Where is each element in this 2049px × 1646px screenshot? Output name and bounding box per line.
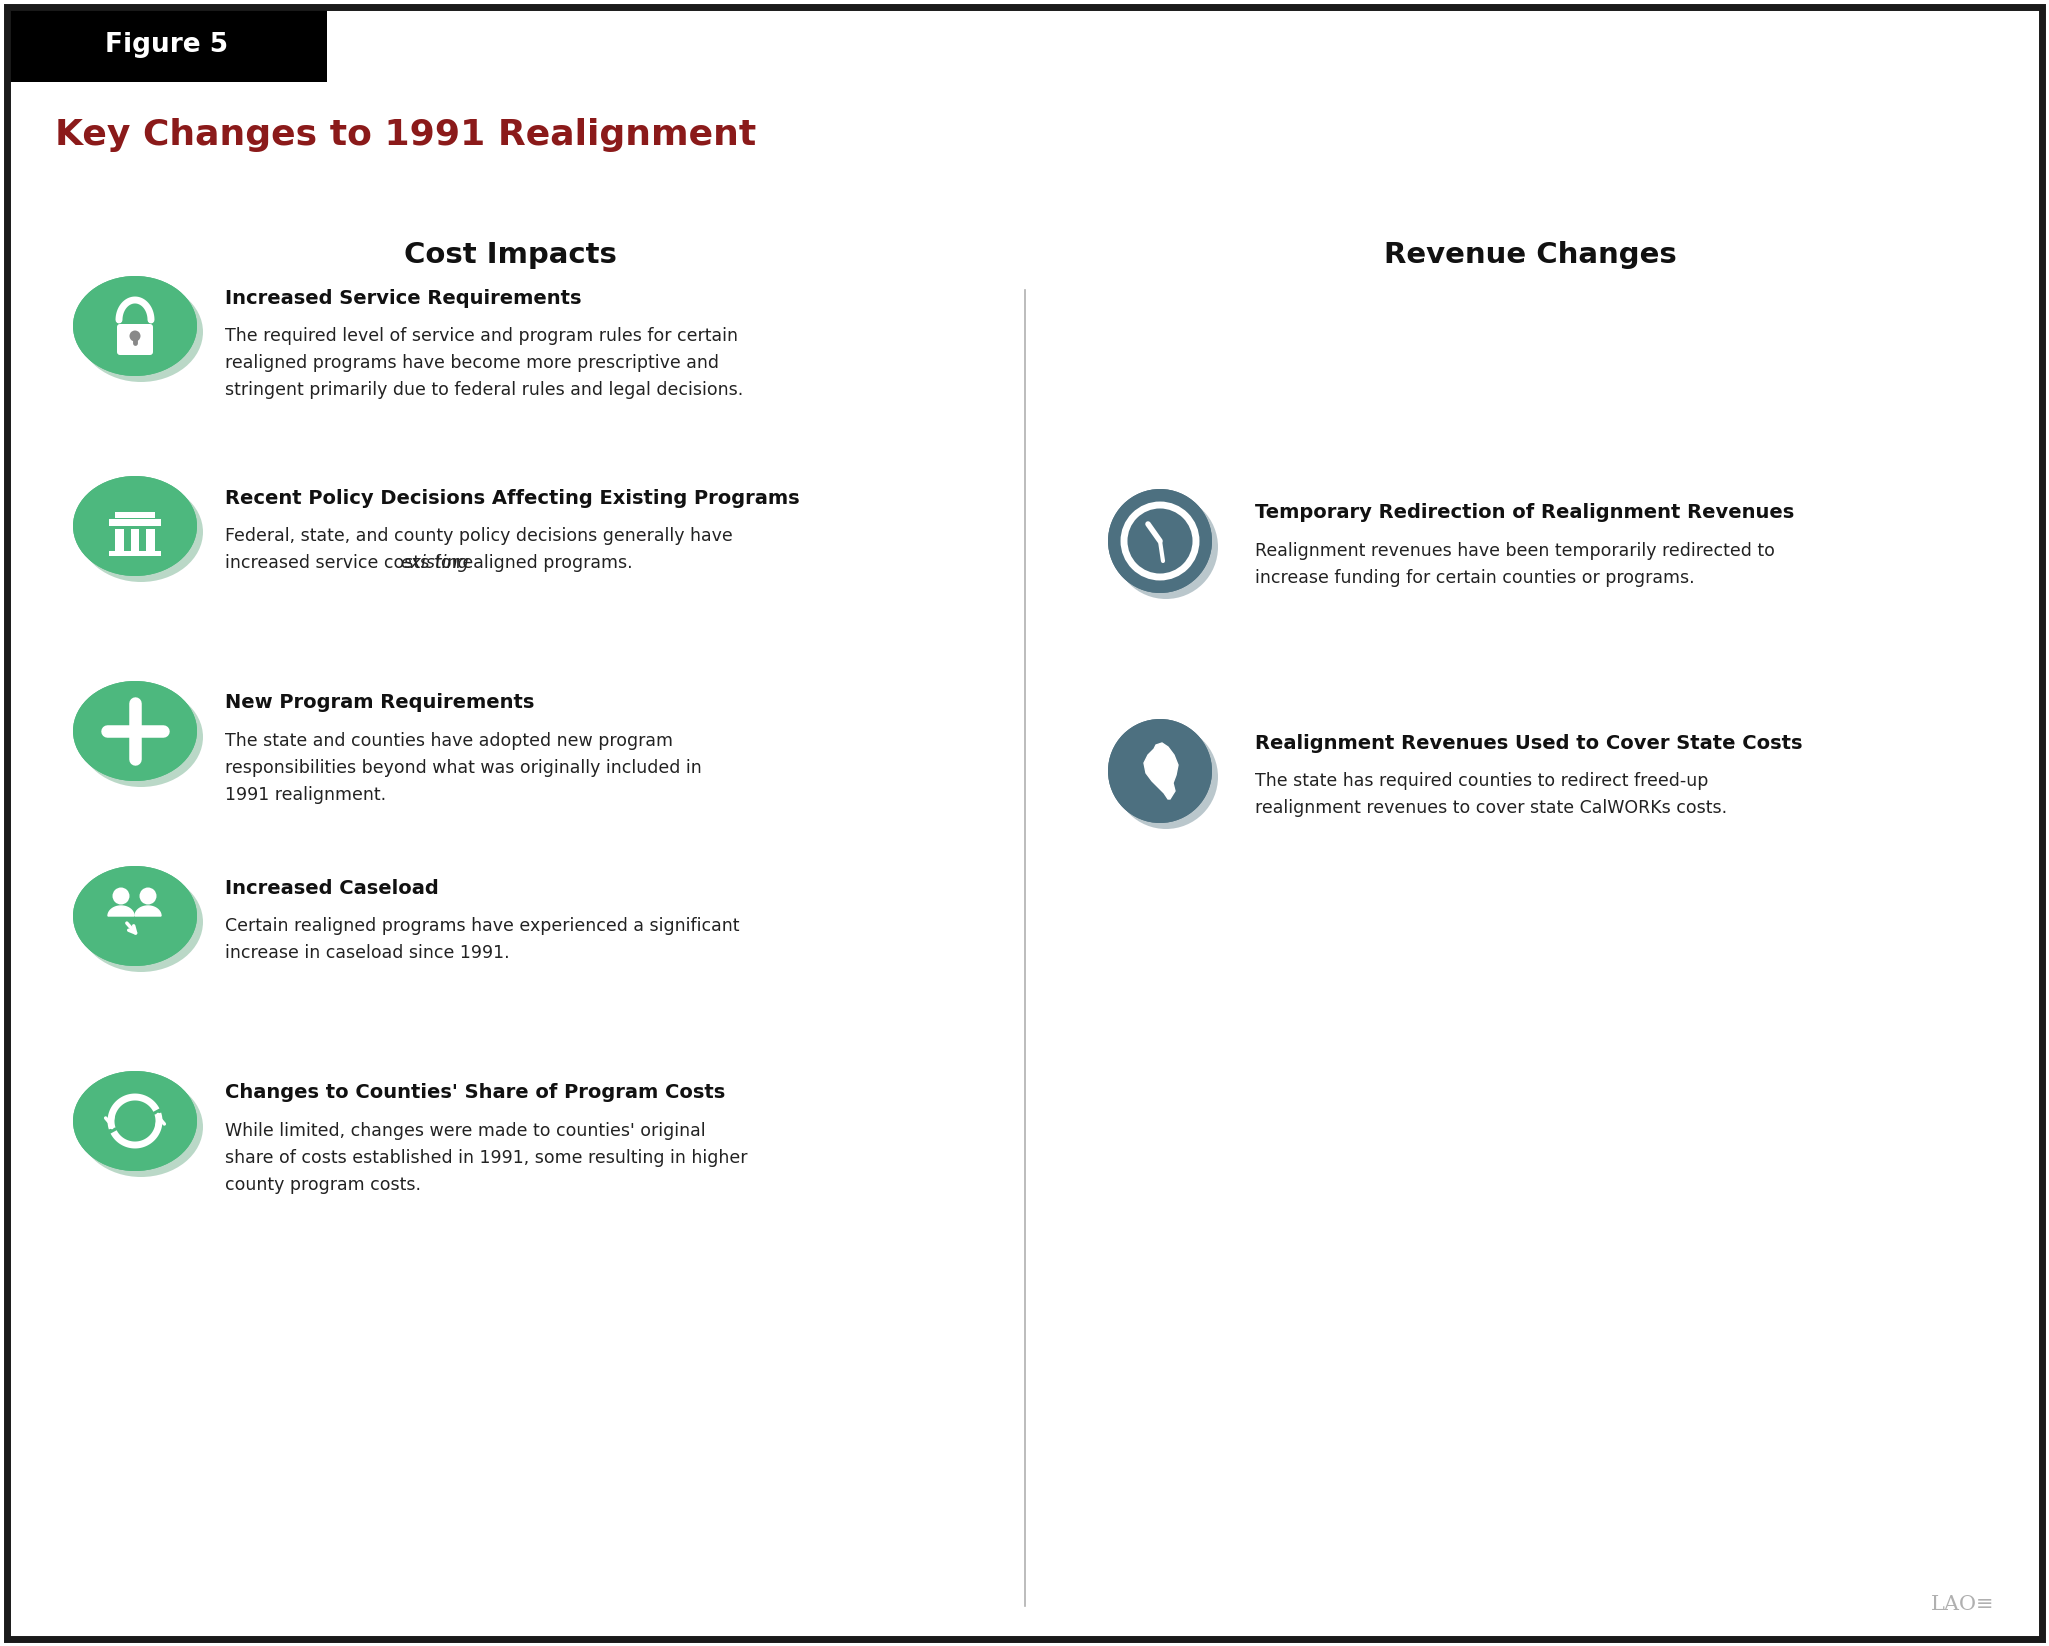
Ellipse shape xyxy=(74,476,197,576)
Ellipse shape xyxy=(74,1072,197,1170)
Text: The state and counties have adopted new program: The state and counties have adopted new … xyxy=(225,732,672,751)
Ellipse shape xyxy=(1115,724,1217,830)
Ellipse shape xyxy=(1109,489,1213,593)
Text: responsibilities beyond what was originally included in: responsibilities beyond what was origina… xyxy=(225,759,701,777)
Polygon shape xyxy=(1143,742,1178,798)
Ellipse shape xyxy=(80,1076,203,1177)
Circle shape xyxy=(1129,510,1190,573)
Text: increase funding for certain counties or programs.: increase funding for certain counties or… xyxy=(1254,570,1695,588)
Text: Figure 5: Figure 5 xyxy=(104,31,229,58)
Ellipse shape xyxy=(74,277,197,375)
Text: Federal, state, and county policy decisions generally have: Federal, state, and county policy decisi… xyxy=(225,527,734,545)
Text: realignment revenues to cover state CalWORKs costs.: realignment revenues to cover state CalW… xyxy=(1254,798,1727,816)
Text: LAO≡: LAO≡ xyxy=(1930,1595,1994,1613)
Text: Key Changes to 1991 Realignment: Key Changes to 1991 Realignment xyxy=(55,119,756,151)
Ellipse shape xyxy=(1109,719,1213,823)
Text: Certain realigned programs have experienced a significant: Certain realigned programs have experien… xyxy=(225,917,740,935)
Text: county program costs.: county program costs. xyxy=(225,1175,420,1193)
Ellipse shape xyxy=(74,681,197,780)
Text: While limited, changes were made to counties' original: While limited, changes were made to coun… xyxy=(225,1123,705,1141)
FancyBboxPatch shape xyxy=(117,324,154,356)
Text: Realignment Revenues Used to Cover State Costs: Realignment Revenues Used to Cover State… xyxy=(1254,734,1803,752)
Text: Cost Impacts: Cost Impacts xyxy=(404,240,617,268)
Text: Recent Policy Decisions Affecting Existing Programs: Recent Policy Decisions Affecting Existi… xyxy=(225,489,799,507)
FancyBboxPatch shape xyxy=(131,528,139,553)
Circle shape xyxy=(139,887,156,905)
Text: existing: existing xyxy=(400,555,469,573)
Ellipse shape xyxy=(1109,719,1213,823)
Text: Temporary Redirection of Realignment Revenues: Temporary Redirection of Realignment Rev… xyxy=(1254,504,1795,522)
Ellipse shape xyxy=(80,872,203,973)
Ellipse shape xyxy=(80,281,203,382)
Ellipse shape xyxy=(1109,489,1213,593)
FancyBboxPatch shape xyxy=(115,528,123,553)
Ellipse shape xyxy=(74,866,197,966)
Ellipse shape xyxy=(74,1072,197,1170)
Ellipse shape xyxy=(74,681,197,780)
FancyBboxPatch shape xyxy=(6,7,328,82)
Text: increased service costs for: increased service costs for xyxy=(225,555,465,573)
FancyBboxPatch shape xyxy=(109,550,162,556)
Polygon shape xyxy=(109,905,133,917)
Text: Increased Caseload: Increased Caseload xyxy=(225,879,438,897)
Text: stringent primarily due to federal rules and legal decisions.: stringent primarily due to federal rules… xyxy=(225,380,744,398)
FancyBboxPatch shape xyxy=(145,528,156,553)
Ellipse shape xyxy=(1115,495,1217,599)
Text: realigned programs.: realigned programs. xyxy=(451,555,633,573)
Text: realigned programs have become more prescriptive and: realigned programs have become more pres… xyxy=(225,354,719,372)
Text: 1991 realignment.: 1991 realignment. xyxy=(225,787,385,803)
Text: New Program Requirements: New Program Requirements xyxy=(225,693,535,713)
Polygon shape xyxy=(135,905,162,917)
Ellipse shape xyxy=(74,476,197,576)
Circle shape xyxy=(113,887,129,905)
Ellipse shape xyxy=(74,866,197,966)
Text: The state has required counties to redirect freed-up: The state has required counties to redir… xyxy=(1254,772,1709,790)
Circle shape xyxy=(129,331,141,341)
Text: Realignment revenues have been temporarily redirected to: Realignment revenues have been temporari… xyxy=(1254,542,1774,560)
Text: share of costs established in 1991, some resulting in higher: share of costs established in 1991, some… xyxy=(225,1149,748,1167)
Ellipse shape xyxy=(74,277,197,375)
Text: Changes to Counties' Share of Program Costs: Changes to Counties' Share of Program Co… xyxy=(225,1083,725,1103)
Text: The required level of service and program rules for certain: The required level of service and progra… xyxy=(225,328,738,346)
Text: increase in caseload since 1991.: increase in caseload since 1991. xyxy=(225,945,510,961)
Text: Increased Service Requirements: Increased Service Requirements xyxy=(225,288,582,308)
Ellipse shape xyxy=(80,482,203,583)
Ellipse shape xyxy=(80,686,203,787)
FancyBboxPatch shape xyxy=(109,518,162,527)
Text: Revenue Changes: Revenue Changes xyxy=(1383,240,1676,268)
FancyBboxPatch shape xyxy=(115,512,156,517)
